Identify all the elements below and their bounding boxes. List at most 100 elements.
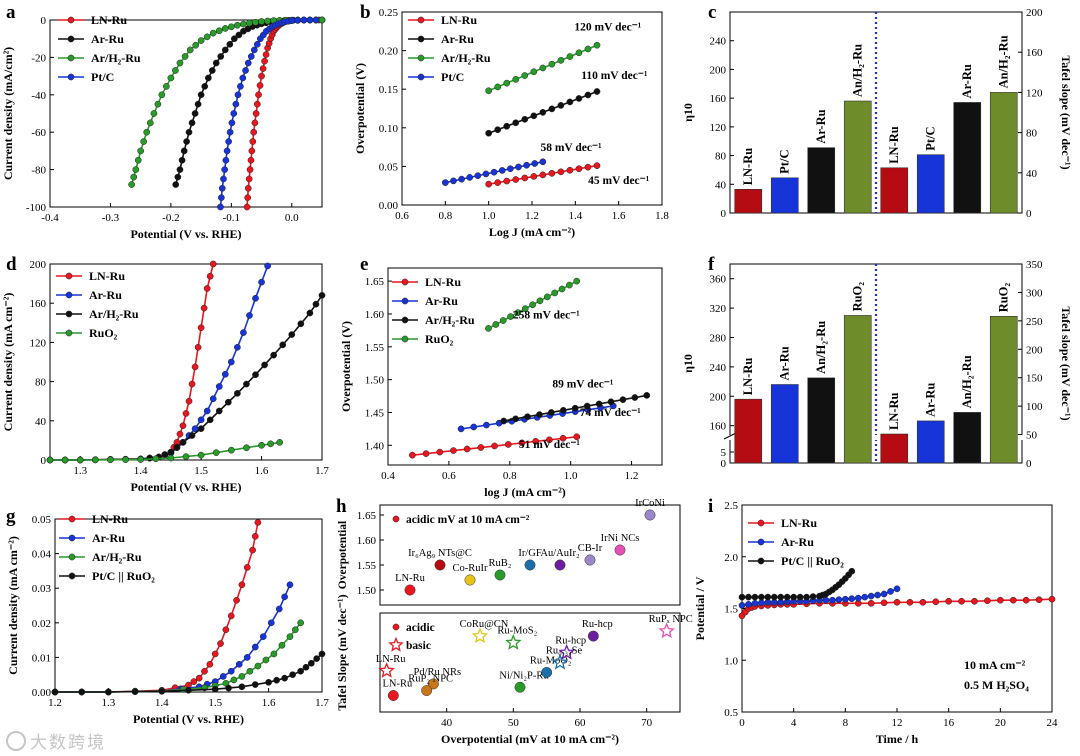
data-point bbox=[306, 16, 314, 24]
x-tick-label: 70 bbox=[641, 717, 653, 729]
scatter-point-label: Au/AuIr₂ bbox=[540, 548, 580, 559]
x-tick-label: 1.0 bbox=[564, 470, 578, 482]
data-point bbox=[584, 163, 592, 171]
y-tick-label: 0.25 bbox=[379, 7, 399, 19]
y-tick-label: -20 bbox=[31, 52, 46, 64]
x-tick-label: 12 bbox=[892, 717, 903, 729]
data-point bbox=[227, 446, 235, 454]
data-point bbox=[984, 597, 991, 605]
legend-marker bbox=[401, 297, 409, 305]
y-tick-label: 160 bbox=[710, 93, 727, 105]
y-tick-label: 1.60 bbox=[357, 535, 377, 547]
series-1 bbox=[51, 581, 294, 696]
data-point bbox=[224, 398, 232, 406]
x-axis-label: Time / h bbox=[876, 732, 919, 746]
data-point bbox=[194, 343, 202, 351]
y-tick-label: 1.65 bbox=[365, 276, 385, 288]
data-point bbox=[209, 29, 217, 37]
data-point bbox=[227, 23, 235, 31]
data-point bbox=[503, 79, 511, 87]
bar bbox=[953, 412, 982, 464]
data-point bbox=[172, 67, 179, 74]
series-line bbox=[50, 263, 214, 461]
data-point bbox=[225, 684, 232, 692]
y-tick-label: 240 bbox=[710, 36, 727, 48]
y-tick-label: 1.0 bbox=[724, 655, 738, 667]
legend-label: Pt/C || RuO₂ bbox=[92, 569, 155, 583]
panel-i: i 0 4 8 12 16 20 24 0.5 1.0 1.5 2.0 2.5 Time / h Poten… bbox=[693, 496, 1058, 746]
legend-label: LN-Ru bbox=[425, 275, 461, 289]
data-point bbox=[485, 325, 492, 332]
x-axis-label: Potential (V vs. RHE) bbox=[130, 227, 241, 241]
panel-b: b 0.6 0.8 1.0 1.2 1.4 1.6 1.8 0.00 0.05 0.10 0.15 0.… bbox=[353, 2, 669, 239]
y2-tick-label: 250 bbox=[1026, 316, 1043, 328]
y-axis-label: Tafel Slope (mV dec⁻¹) bbox=[335, 594, 349, 710]
data-point bbox=[262, 51, 270, 58]
data-point bbox=[643, 392, 651, 399]
data-point bbox=[258, 278, 265, 286]
bar bbox=[880, 433, 909, 464]
data-point bbox=[221, 166, 229, 173]
data-point bbox=[206, 660, 214, 668]
data-point bbox=[764, 593, 772, 601]
y2-tick-label: 160 bbox=[1026, 47, 1043, 59]
data-point bbox=[251, 119, 259, 127]
data-point bbox=[258, 72, 265, 80]
bar-category-label: LN-Ru bbox=[887, 392, 901, 430]
data-point bbox=[512, 176, 520, 183]
legend-marker bbox=[757, 557, 765, 565]
data-point bbox=[783, 593, 791, 601]
bar bbox=[916, 154, 945, 214]
data-point bbox=[247, 156, 255, 164]
data-point bbox=[245, 175, 253, 183]
x-tick-label: 1.4 bbox=[568, 210, 582, 222]
data-point bbox=[173, 443, 181, 451]
data-point bbox=[137, 147, 145, 155]
data-point bbox=[197, 91, 205, 99]
data-point bbox=[457, 425, 465, 433]
y-tick-label: 120 bbox=[710, 122, 727, 134]
data-point bbox=[176, 59, 184, 67]
data-point bbox=[880, 599, 888, 607]
x-tick-label: 1.4 bbox=[155, 697, 169, 709]
legend: LN-Ru Ar-Ru Pt/C || RuO₂ bbox=[748, 516, 844, 568]
data-point bbox=[243, 203, 251, 211]
scatter-point bbox=[404, 584, 416, 596]
y2-tick-label: 80 bbox=[1026, 128, 1038, 140]
legend-marker bbox=[68, 534, 76, 542]
data-point bbox=[796, 593, 804, 601]
x-tick-label: 0.0 bbox=[285, 212, 299, 224]
data-point bbox=[167, 448, 175, 456]
data-point bbox=[143, 128, 151, 136]
y-tick-label: 40 bbox=[35, 416, 47, 428]
data-point bbox=[197, 425, 205, 432]
scatter-point bbox=[614, 544, 626, 556]
bar bbox=[770, 384, 799, 464]
bar bbox=[953, 102, 982, 214]
y-tick-label: 0.01 bbox=[32, 652, 51, 664]
data-point bbox=[503, 177, 511, 185]
series-2 bbox=[485, 41, 601, 95]
data-point bbox=[232, 100, 240, 108]
bar bbox=[734, 189, 763, 214]
data-point bbox=[190, 678, 198, 685]
data-point bbox=[201, 667, 208, 675]
data-point bbox=[539, 109, 547, 116]
data-point bbox=[181, 53, 189, 60]
data-point bbox=[185, 686, 192, 694]
panel-c: c 0 40 80 120 160 200 240 0 40 80 120 160 200 η10 Tafel… bbox=[681, 2, 1073, 220]
data-point bbox=[206, 272, 214, 280]
x-axis-label: Potential (V vs. RHE) bbox=[130, 480, 241, 494]
data-point bbox=[466, 174, 474, 181]
data-point bbox=[1035, 596, 1043, 604]
legend-marker bbox=[401, 335, 409, 343]
data-point bbox=[225, 138, 232, 145]
y2-tick-label: 200 bbox=[1026, 344, 1043, 356]
data-point bbox=[477, 444, 485, 451]
slope-annotation: 89 mV dec⁻¹ bbox=[552, 379, 613, 391]
data-point bbox=[235, 31, 243, 39]
data-point bbox=[183, 138, 190, 145]
scatter-point-label: LN-Ru bbox=[382, 679, 412, 690]
data-point bbox=[234, 21, 241, 29]
data-point bbox=[619, 396, 627, 404]
